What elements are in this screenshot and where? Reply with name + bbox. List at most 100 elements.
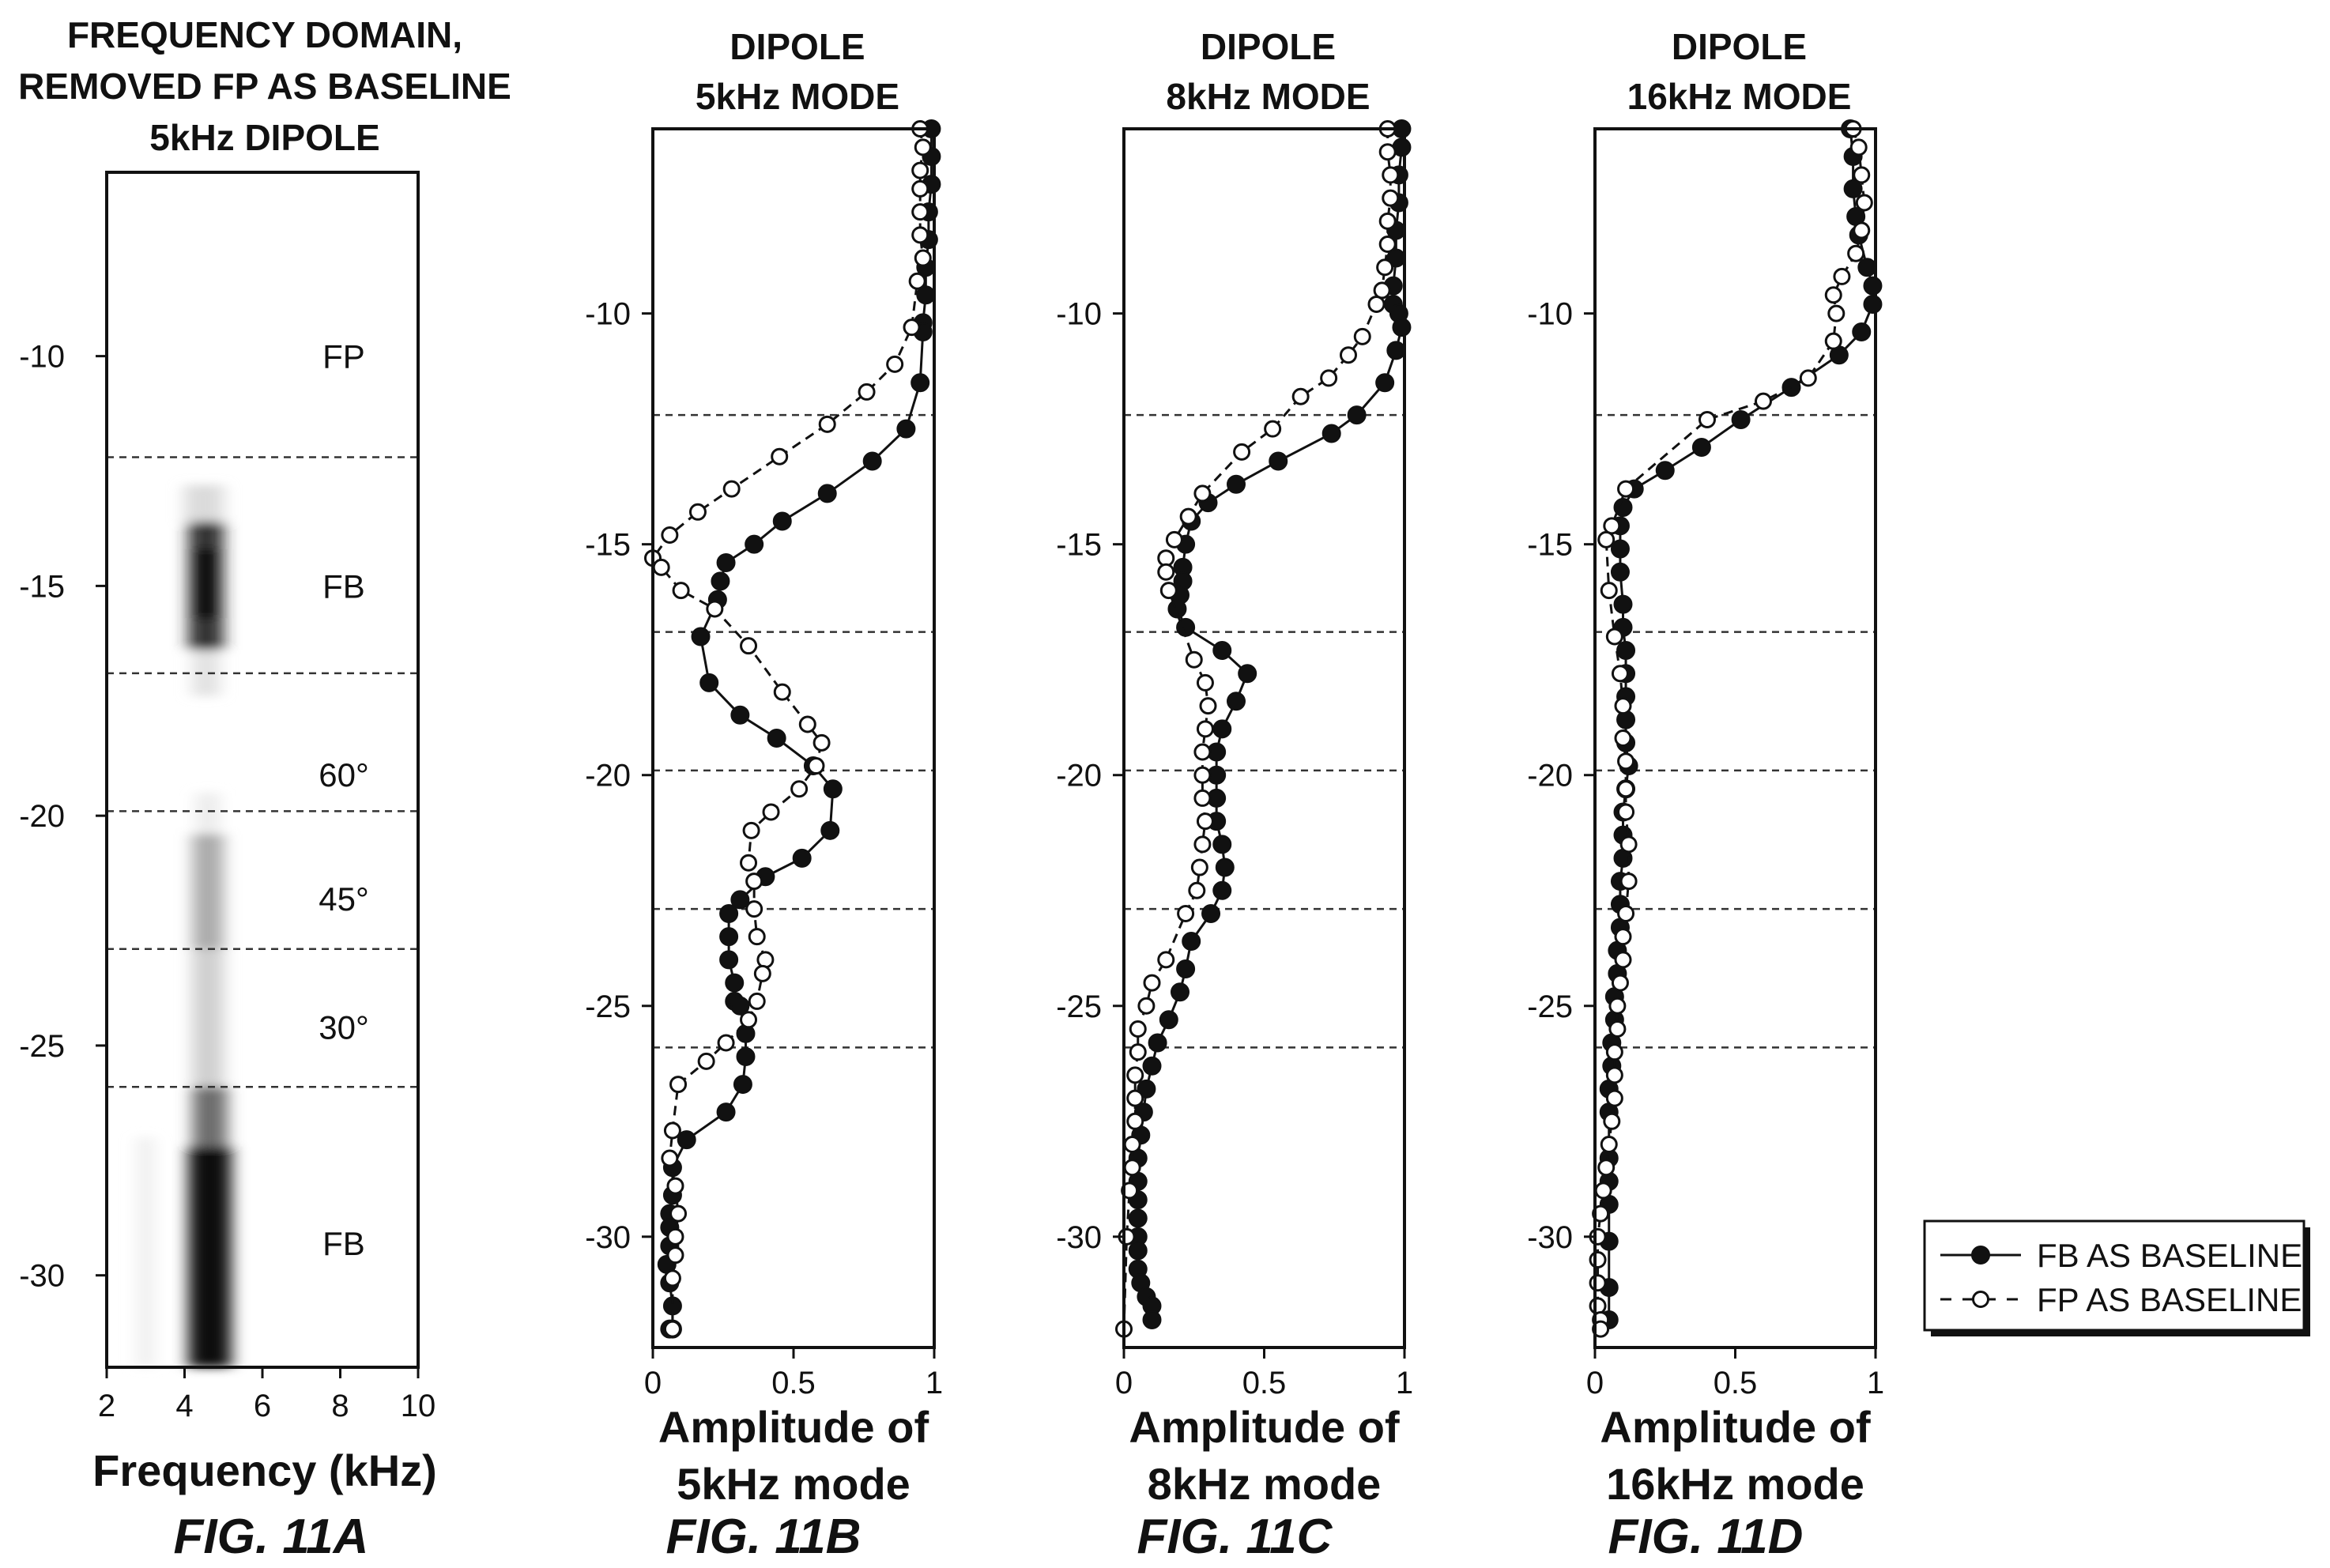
data-point-open	[1123, 1159, 1141, 1177]
zone-label: FB	[322, 1225, 365, 1262]
data-point-open	[1592, 1204, 1610, 1223]
x-tick-label: 4	[175, 1389, 193, 1423]
data-point-filled	[1227, 474, 1246, 494]
data-point-open	[762, 803, 780, 821]
data-point-open	[1157, 951, 1175, 969]
data-point-open	[1188, 881, 1206, 899]
data-point-open	[706, 600, 724, 618]
data-point-filled	[1159, 1010, 1178, 1030]
data-point-open	[1824, 332, 1842, 350]
data-point-filled	[745, 534, 764, 554]
x-axis-label-line: 5kHz mode	[677, 1459, 911, 1509]
data-point-open	[1611, 665, 1629, 683]
data-point-open	[1617, 904, 1635, 922]
data-point-open	[1190, 858, 1208, 876]
data-point-filled	[1171, 982, 1190, 1002]
data-point-filled	[1347, 405, 1367, 425]
data-point-open	[1185, 650, 1203, 669]
data-point-filled	[862, 451, 882, 471]
data-point-open	[1193, 743, 1212, 761]
data-point-open	[742, 821, 760, 839]
data-point-open	[1126, 1112, 1144, 1130]
data-point-filled	[1375, 373, 1395, 393]
data-point-filled	[716, 1102, 736, 1122]
data-point-filled	[1392, 318, 1412, 337]
data-point-open	[1972, 1291, 1989, 1308]
series-line	[1122, 129, 1392, 1329]
data-point-filled	[1128, 1241, 1148, 1261]
data-point-filled	[1863, 276, 1883, 296]
series-fp-as-baseline	[644, 120, 932, 1338]
data-point-filled	[691, 627, 711, 646]
data-point-filled	[1212, 641, 1232, 661]
x-axis-label-line: Amplitude of	[1600, 1402, 1871, 1452]
data-point-open	[790, 780, 809, 798]
series-fb-as-baseline	[657, 119, 941, 1339]
data-point-filled	[1142, 1056, 1162, 1076]
data-point-filled	[725, 973, 745, 993]
data-point-open	[1605, 1043, 1623, 1061]
data-point-open	[745, 873, 763, 891]
data-point-open	[914, 249, 932, 267]
plot-frame	[1122, 127, 1406, 1349]
heatmap-band	[196, 548, 216, 619]
data-point-open	[1755, 392, 1772, 410]
data-point-open	[911, 179, 929, 198]
data-point-open	[1617, 752, 1635, 771]
data-point-open	[911, 161, 929, 179]
x-tick-label: 1	[1396, 1366, 1413, 1400]
data-point-open	[748, 992, 766, 1010]
y-tick-label: -30	[19, 1259, 65, 1294]
y-tick-label: -20	[1056, 759, 1102, 793]
data-point-filled	[719, 903, 739, 923]
data-point-filled	[1616, 641, 1636, 661]
chart-title-line: 8kHz MODE	[1166, 76, 1370, 117]
data-point-open	[1129, 1020, 1147, 1038]
x-axis-label-line: Amplitude of	[1129, 1402, 1400, 1452]
data-point-open	[1196, 812, 1214, 831]
data-point-filled	[1610, 539, 1630, 559]
data-point-open	[1121, 1182, 1139, 1200]
plot-frame	[105, 171, 420, 1369]
y-tick-label: -20	[585, 759, 631, 793]
data-point-open	[1849, 138, 1868, 156]
data-point-filled	[1148, 1033, 1167, 1053]
heatmap-band	[188, 1146, 232, 1367]
data-point-filled	[1655, 461, 1675, 481]
data-point-open	[666, 1227, 684, 1246]
heatmap-band	[192, 1087, 228, 1147]
data-point-open	[1193, 835, 1212, 854]
data-point-open	[1605, 628, 1623, 646]
data-point-open	[1378, 212, 1397, 230]
series-line	[651, 128, 925, 1329]
data-point-open	[745, 900, 763, 918]
x-tick-label: 0	[1115, 1366, 1133, 1400]
x-tick-label: 0.5	[1242, 1366, 1287, 1400]
x-tick-label: 6	[254, 1389, 271, 1423]
data-point-filled	[772, 511, 792, 531]
data-point-open	[1589, 1251, 1607, 1269]
data-point-open	[1614, 697, 1632, 715]
data-point-filled	[1182, 932, 1201, 951]
x-tick-label: 1	[1867, 1366, 1884, 1400]
data-point-open	[753, 964, 771, 982]
data-point-open	[1589, 1297, 1607, 1315]
heatmap-band	[192, 834, 224, 949]
y-tick-label: -30	[1056, 1220, 1102, 1255]
heatmap-band	[196, 793, 220, 835]
y-tick-label: -20	[1527, 759, 1573, 793]
data-point-open	[1619, 835, 1638, 854]
data-point-open	[1611, 974, 1629, 992]
data-point-open	[1126, 1089, 1144, 1107]
data-point-open	[903, 318, 921, 337]
panel-fig-11b: DIPOLE 5kHz MODE -10 -15 -20 -25 -30 0 0.5 1Ampli…	[585, 26, 943, 1564]
series-line	[1597, 128, 1866, 1329]
data-point-filled	[1212, 880, 1232, 900]
data-point-open	[1597, 1159, 1616, 1177]
chart-title-line: 5kHz MODE	[696, 76, 899, 117]
data-point-open	[1605, 1089, 1623, 1107]
data-point-filled	[1971, 1246, 1990, 1265]
data-point-open	[1196, 720, 1214, 738]
data-point-open	[1594, 1182, 1612, 1200]
